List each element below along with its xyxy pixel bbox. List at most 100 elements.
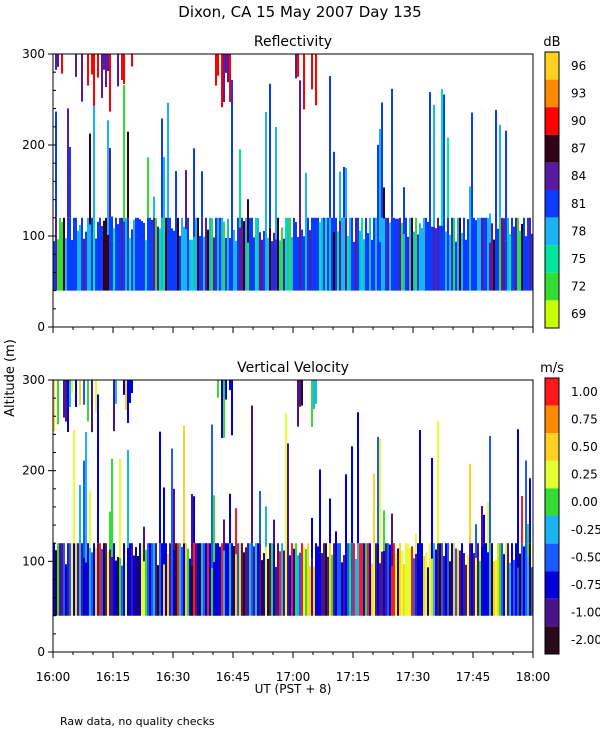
field-column	[127, 217, 129, 291]
field-column	[193, 496, 195, 544]
field-column	[107, 54, 109, 72]
field-column	[501, 217, 503, 291]
field-column	[147, 157, 149, 218]
field-column	[297, 54, 299, 77]
field-column	[325, 543, 327, 616]
field-column	[521, 495, 523, 544]
field-column	[475, 558, 477, 616]
vertical-velocity-panel: Vertical Velocity 0 100 200 300 16:00 16:15 16…	[22, 360, 600, 684]
field-column	[383, 187, 385, 219]
field-column	[359, 230, 361, 291]
y-axis-label: Altitude (m)	[3, 339, 18, 417]
field-column	[193, 148, 195, 237]
field-column	[279, 551, 281, 616]
field-column	[415, 553, 417, 616]
field-column	[285, 412, 287, 554]
field-column	[361, 543, 363, 616]
field-column	[343, 166, 345, 218]
field-column	[85, 431, 87, 563]
field-column	[217, 380, 219, 398]
field-column	[101, 226, 103, 291]
field-column	[91, 217, 93, 291]
field-column	[99, 217, 101, 291]
field-column	[87, 54, 89, 86]
field-column	[133, 219, 135, 291]
field-column	[143, 526, 145, 562]
field-column	[497, 543, 499, 616]
field-column	[137, 556, 139, 616]
colorbar-label: -0.50	[571, 550, 600, 564]
field-column	[57, 239, 59, 291]
colorbar-swatch	[545, 626, 559, 654]
colorbar-swatch	[545, 190, 559, 218]
field-column	[263, 230, 265, 291]
field-column	[119, 557, 121, 616]
x-tick-label: 16:00	[36, 670, 71, 684]
field-column	[97, 394, 99, 544]
field-column	[381, 551, 383, 616]
colorbar-swatch	[545, 300, 559, 328]
field-column	[89, 491, 91, 549]
field-column	[231, 79, 233, 218]
field-column	[127, 131, 129, 218]
field-column	[515, 217, 517, 291]
y-tick-label: 200	[22, 464, 45, 478]
field-column	[299, 80, 301, 218]
field-column	[487, 502, 489, 553]
field-column	[445, 543, 447, 616]
colorbar-label: 1.00	[571, 385, 598, 399]
field-column	[259, 543, 261, 616]
field-column	[319, 552, 321, 616]
field-column	[347, 543, 349, 616]
field-column	[183, 543, 185, 616]
field-column	[67, 217, 69, 291]
field-column	[491, 223, 493, 291]
field-column	[235, 554, 237, 616]
colorbar-swatch	[545, 378, 559, 406]
field-column	[295, 543, 297, 616]
field-column	[265, 506, 267, 547]
field-column	[313, 566, 315, 616]
field-column	[355, 558, 357, 616]
field-column	[307, 543, 309, 616]
field-column	[527, 217, 529, 291]
reflectivity-colorbar-unit: dB	[543, 35, 560, 50]
y-tick-label: 200	[22, 138, 45, 152]
field-column	[323, 543, 325, 616]
field-column	[161, 217, 163, 291]
field-column	[55, 111, 57, 218]
field-column	[379, 438, 381, 564]
field-column	[75, 380, 77, 407]
field-column	[75, 543, 77, 616]
field-column	[229, 380, 231, 391]
field-column	[141, 221, 143, 291]
field-column	[113, 380, 115, 432]
field-column	[329, 543, 331, 616]
field-column	[179, 235, 181, 291]
field-column	[167, 217, 169, 291]
field-column	[89, 133, 91, 225]
field-column	[179, 543, 181, 616]
field-column	[239, 149, 241, 228]
field-column	[79, 485, 81, 566]
field-column	[77, 543, 79, 616]
field-column	[331, 554, 333, 616]
colorbar-swatch	[545, 488, 559, 516]
field-column	[115, 217, 117, 291]
field-column	[199, 235, 201, 291]
field-column	[319, 222, 321, 291]
field-column	[343, 555, 345, 616]
field-column	[499, 543, 501, 616]
field-column	[379, 563, 381, 616]
field-column	[439, 543, 441, 616]
field-column	[291, 543, 293, 616]
field-column	[229, 543, 231, 616]
field-column	[451, 217, 453, 291]
field-column	[213, 495, 215, 563]
field-column	[219, 546, 221, 616]
colorbar-label: 0.25	[571, 468, 598, 482]
field-column	[211, 218, 213, 291]
field-column	[531, 233, 533, 291]
field-column	[421, 228, 423, 291]
colorbar-swatch	[545, 516, 559, 544]
